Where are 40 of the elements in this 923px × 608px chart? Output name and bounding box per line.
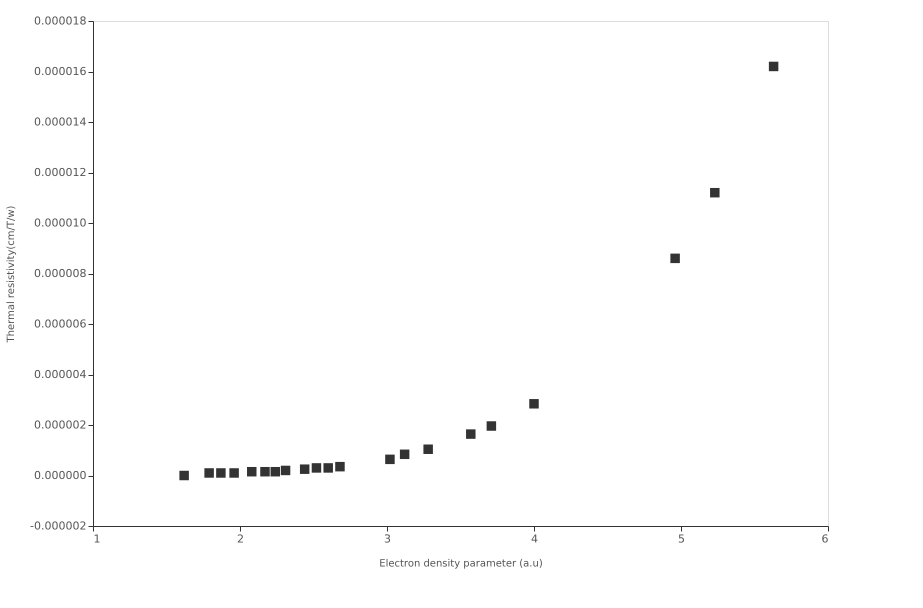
point [768, 62, 778, 72]
point [466, 429, 476, 439]
point [247, 466, 257, 476]
y-tick-label: 0.000006 [34, 318, 86, 330]
x-tick-label: 2 [237, 532, 244, 546]
point [423, 444, 433, 454]
point [710, 188, 720, 198]
point [270, 466, 280, 476]
point [260, 466, 270, 476]
point [529, 399, 539, 409]
point [670, 254, 680, 264]
point [335, 462, 345, 472]
point [486, 421, 496, 431]
y-tick-label: 0.000014 [34, 116, 86, 128]
x-tick-label: 3 [384, 532, 391, 546]
y-tick-label: 0.000010 [34, 216, 86, 230]
x-tick-label: 5 [678, 532, 685, 546]
y-tick-label: 0.000012 [34, 166, 86, 179]
point [204, 468, 214, 478]
point [323, 463, 333, 473]
point [229, 468, 239, 478]
y-axis-title: Thermal resistivity(cm/T/w) [6, 205, 18, 344]
y-tick-label: 0.000004 [34, 368, 86, 381]
x-axis-title: Electron density parameter (a.u) [379, 558, 543, 570]
y-tick-label: -0.000002 [30, 520, 86, 532]
x-tick-label: 1 [94, 532, 100, 546]
point [280, 466, 290, 476]
y-tick-label: 0.000018 [34, 14, 86, 28]
point [312, 463, 322, 473]
x-tick-label: 4 [531, 532, 538, 546]
point [179, 470, 189, 480]
x-tick-label: 6 [822, 532, 828, 546]
point [400, 450, 410, 460]
point [216, 468, 226, 478]
y-tick-label: 0.000002 [34, 418, 86, 432]
point [385, 454, 395, 464]
y-tick-label: 0.000000 [34, 469, 86, 482]
y-tick-label: 0.000008 [34, 267, 86, 280]
y-tick-label: 0.000016 [34, 65, 86, 78]
point [300, 464, 310, 474]
